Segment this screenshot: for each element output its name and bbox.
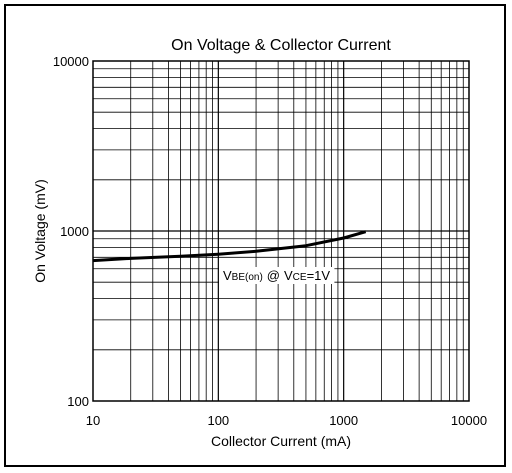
annotation-label: VBE(on) @ VCE=1V (223, 268, 330, 283)
chart-title: On Voltage & Collector Current (171, 37, 391, 54)
x-axis-label: Collector Current (mA) (211, 433, 351, 449)
y-axis-label: On Voltage (mV) (32, 179, 48, 283)
x-tick-label: 10000 (451, 413, 487, 428)
annotation-sub1: BE(on) (232, 272, 263, 283)
y-tick-label: 1000 (60, 224, 89, 239)
series-layer (92, 230, 367, 263)
grid-major (93, 61, 469, 401)
x-tick-label: 10 (86, 413, 100, 428)
annotation-at: @ (267, 268, 280, 283)
x-tick-label: 100 (207, 413, 229, 428)
annotation-background (219, 267, 335, 284)
x-tick-labels: 10 100 1000 10000 (86, 413, 487, 428)
plot-area (92, 60, 470, 402)
x-tick-label: 1000 (329, 413, 358, 428)
annotation-v1: V (223, 268, 232, 283)
y-tick-labels: 100 1000 10000 (53, 54, 89, 409)
y-tick-label: 100 (67, 394, 89, 409)
curve-annotation: VBE(on) @ VCE=1V (219, 267, 335, 284)
annotation-v2: V (284, 268, 293, 283)
y-tick-label: 10000 (53, 54, 89, 69)
annotation-sub2: CE (293, 272, 307, 283)
annotation-tail: =1V (307, 268, 331, 283)
series-line (92, 230, 367, 263)
chart-frame (4, 4, 506, 467)
